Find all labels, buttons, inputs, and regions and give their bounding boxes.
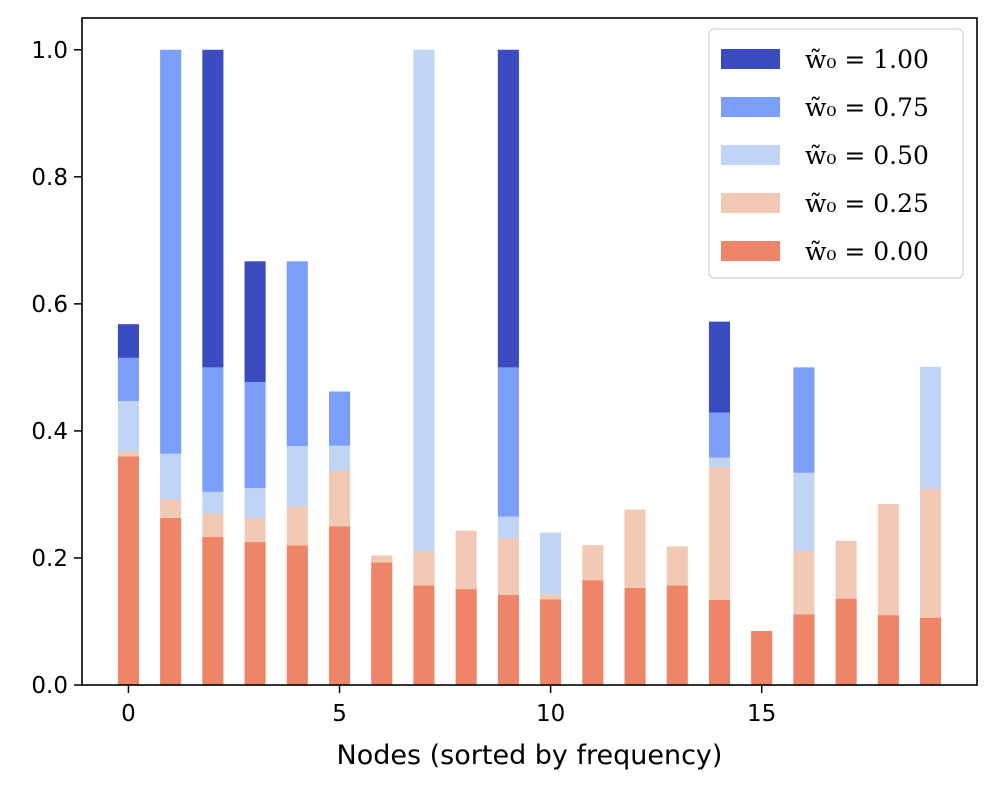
- bar-node-9-w025: [497, 538, 519, 595]
- bar-node-12-w000: [624, 587, 646, 685]
- bar-node-1-w075: [160, 49, 182, 454]
- bar-node-0-w100: [117, 324, 139, 358]
- bar-node-5-w050: [328, 445, 351, 471]
- bar-node-1-w025: [160, 499, 182, 518]
- bar-node-12-w025: [624, 509, 646, 588]
- legend-swatch-w000: [721, 241, 780, 261]
- bar-node-11-w025: [582, 545, 604, 581]
- bar-node-7-w025: [413, 550, 435, 586]
- plot-frame: [81, 17, 978, 686]
- bar-node-4-w050: [286, 446, 308, 506]
- x-axis-ticks: 0 5 10 15: [121, 685, 776, 727]
- legend-swatch-w075: [721, 97, 780, 117]
- bar-node-17-w000: [835, 598, 857, 685]
- bar-node-3-w000: [244, 542, 266, 685]
- bar-node-4-w075: [286, 261, 308, 447]
- bar-node-0-w025: [117, 451, 139, 457]
- bar-node-14-w075: [708, 412, 731, 458]
- legend-label-w050: w̃₀ = 0.50: [805, 141, 929, 170]
- bar-node-5-w000: [328, 526, 351, 685]
- bar-node-16-w000: [793, 614, 815, 685]
- bar-node-15-w000: [751, 631, 773, 685]
- x-axis-label: Nodes (sorted by frequency): [337, 740, 723, 771]
- bar-node-13-w025: [666, 546, 688, 586]
- bar-node-19-w050: [920, 366, 942, 489]
- bar-node-16-w075: [793, 367, 815, 473]
- legend-box: [708, 28, 964, 279]
- bar-node-2-w025: [202, 513, 224, 537]
- bar-node-18-w000: [877, 615, 899, 685]
- y-axis-ticks: 0.0 0.2 0.4 0.6 0.8 1.0: [31, 38, 82, 699]
- y-tick-label: 0.2: [31, 546, 68, 572]
- bar-node-14-w025: [708, 467, 731, 600]
- bar-node-3-w025: [244, 517, 266, 543]
- bar-node-1-w000: [160, 517, 182, 685]
- bar-node-6-w000: [371, 562, 393, 685]
- legend-label-w100: w̃₀ = 1.00: [805, 45, 929, 74]
- bar-node-19-w000: [920, 617, 942, 685]
- bar-node-13-w000: [666, 585, 688, 685]
- bar-node-10-w025: [540, 594, 562, 600]
- bar-node-9-w050: [497, 516, 519, 539]
- bar-node-10-w050: [540, 532, 562, 595]
- y-tick-label: 0.4: [31, 419, 68, 445]
- y-tick-label: 0.6: [31, 292, 68, 318]
- bar-node-0-w050: [117, 401, 139, 452]
- bar-node-2-w100: [202, 49, 224, 368]
- bar-node-9-w000: [497, 594, 519, 685]
- x-tick-label: 15: [747, 701, 776, 727]
- bar-node-16-w050: [793, 472, 815, 551]
- x-tick-label: 5: [332, 701, 347, 727]
- bar-node-10-w000: [540, 599, 562, 685]
- bar-node-7-w000: [413, 585, 435, 685]
- y-tick-label: 0.8: [31, 165, 68, 191]
- y-tick-label: 1.0: [31, 38, 68, 64]
- bar-node-11-w000: [582, 580, 604, 685]
- bar-node-8-w000: [455, 589, 477, 685]
- legend-label-w075: w̃₀ = 0.75: [805, 93, 929, 122]
- bar-node-6-w025: [371, 555, 393, 563]
- legend-swatch-w050: [721, 145, 780, 165]
- bar-node-4-w000: [286, 545, 308, 685]
- bar-node-9-w100: [497, 49, 519, 368]
- bar-node-14-w100: [708, 321, 731, 413]
- legend-swatch-w100: [721, 49, 780, 69]
- bar-node-0-w000: [117, 456, 139, 685]
- bar-node-14-w050: [708, 457, 731, 468]
- bar-node-2-w050: [202, 491, 224, 514]
- legend-label-w025: w̃₀ = 0.25: [805, 189, 929, 218]
- bar-node-5-w075: [328, 391, 351, 446]
- x-tick-label: 0: [121, 701, 136, 727]
- bar-node-3-w100: [244, 261, 266, 382]
- x-tick-label: 10: [536, 701, 565, 727]
- legend-label-w000: w̃₀ = 0.00: [805, 237, 929, 266]
- bar-node-18-w025: [877, 503, 899, 616]
- bar-node-3-w075: [244, 381, 266, 489]
- bar-node-9-w075: [497, 367, 519, 517]
- bar-node-3-w050: [244, 488, 266, 518]
- bar-node-4-w025: [286, 505, 308, 546]
- bar-node-1-w050: [160, 453, 182, 500]
- bar-node-19-w025: [920, 488, 942, 618]
- legend: w̃₀ = 1.00 w̃₀ = 0.75 w̃₀ = 0.50 w̃₀ = 0.25…: [708, 28, 964, 279]
- bar-node-17-w025: [835, 540, 857, 599]
- bar-node-14-w000: [708, 599, 731, 685]
- bars-group: [117, 49, 942, 685]
- legend-swatch-w025: [721, 193, 780, 213]
- y-tick-label: 0.0: [31, 673, 68, 699]
- bar-node-7-w050: [413, 49, 435, 551]
- bar-node-16-w025: [793, 550, 815, 615]
- bar-node-0-w075: [117, 357, 139, 402]
- bar-node-2-w000: [202, 536, 224, 685]
- bar-node-5-w025: [328, 470, 351, 527]
- bar-node-2-w075: [202, 367, 224, 492]
- bar-node-8-w025: [455, 530, 477, 590]
